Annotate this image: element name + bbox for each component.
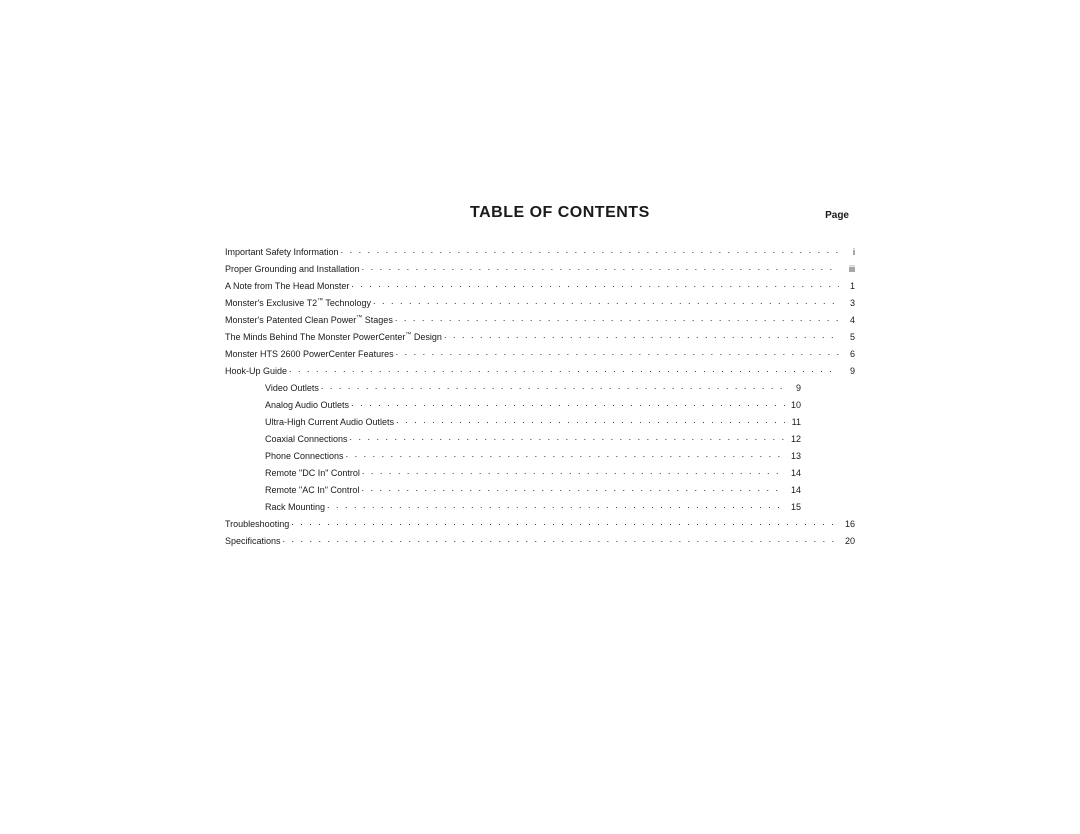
toc-entry-title: Troubleshooting: [225, 520, 291, 529]
toc-entry-title: Phone Connections: [265, 452, 346, 461]
toc-row: Monster HTS 2600 PowerCenter Features 6: [225, 348, 855, 359]
toc-entry-title: Rack Mounting: [265, 503, 327, 512]
toc-leader-dots: [395, 314, 839, 323]
toc-leader-dots: [361, 484, 785, 493]
toc-leader-dots: [289, 365, 839, 374]
toc-list: Important Safety Information i Proper Grou…: [225, 246, 855, 546]
toc-leader-dots: [373, 297, 839, 306]
toc-row: The Minds Behind The Monster PowerCenter…: [225, 331, 855, 342]
toc-entry-title: Video Outlets: [265, 384, 321, 393]
toc-leader-dots: [350, 433, 785, 442]
toc-entry-page: 10: [785, 401, 855, 410]
toc-entry-page: 9: [839, 367, 855, 376]
toc-leader-dots: [346, 450, 785, 459]
toc-leader-dots: [291, 518, 839, 527]
toc-entry-title: Remote "AC In" Control: [265, 486, 361, 495]
toc-row: Important Safety Information i: [225, 246, 855, 257]
toc-entry-title: Specifications: [225, 537, 283, 546]
toc-row: Remote "DC In" Control 14: [225, 467, 855, 478]
toc-entry-page: 1: [839, 282, 855, 291]
toc-leader-dots: [362, 263, 839, 272]
toc-entry-page: 12: [785, 435, 855, 444]
toc-row: Ultra-High Current Audio Outlets 11: [225, 416, 855, 427]
toc-row: A Note from The Head Monster 1: [225, 280, 855, 291]
toc-entry-title: Important Safety Information: [225, 248, 341, 257]
toc-row: Coaxial Connections 12: [225, 433, 855, 444]
toc-leader-dots: [283, 535, 839, 544]
toc-row: Monster's Patented Clean Power™ Stages 4: [225, 314, 855, 325]
toc-row: Specifications 20: [225, 535, 855, 546]
toc-entry-title: Ultra-High Current Audio Outlets: [265, 418, 396, 427]
toc-entry-page: 11: [785, 418, 855, 427]
toc-entry-page: 4: [839, 316, 855, 325]
toc-entry-title: Monster's Exclusive T2™ Technology: [225, 299, 373, 308]
toc-page-label: Page: [825, 210, 855, 221]
toc-row: Remote "AC In" Control 14: [225, 484, 855, 495]
toc-title-heading: TABLE OF CONTENTS: [470, 204, 650, 222]
toc-entry-page: 20: [839, 537, 855, 546]
toc-entry-title: Monster's Patented Clean Power™ Stages: [225, 316, 395, 325]
toc-entry-page: 3: [839, 299, 855, 308]
toc-entry-title: Analog Audio Outlets: [265, 401, 351, 410]
toc-row: Video Outlets 9: [225, 382, 855, 393]
toc-leader-dots: [444, 331, 839, 340]
toc-entry-page: 13: [785, 452, 855, 461]
toc-row: Phone Connections 13: [225, 450, 855, 461]
toc-entry-page: 14: [785, 469, 855, 478]
toc-header-row: TABLE OF CONTENTS Page: [225, 204, 855, 222]
toc-entry-title: A Note from The Head Monster: [225, 282, 351, 291]
toc-entry-title: Proper Grounding and Installation: [225, 265, 362, 274]
document-page: TABLE OF CONTENTS Page Important Safety …: [0, 0, 1080, 834]
toc-entry-page: iii: [839, 265, 855, 274]
toc-row: Rack Mounting 15: [225, 501, 855, 512]
toc-entry-title: Hook-Up Guide: [225, 367, 289, 376]
toc-leader-dots: [341, 246, 839, 255]
toc-row: Analog Audio Outlets 10: [225, 399, 855, 410]
toc-leader-dots: [396, 348, 839, 357]
toc-entry-page: 15: [785, 503, 855, 512]
toc-leader-dots: [396, 416, 785, 425]
toc-entry-page: 6: [839, 350, 855, 359]
toc-entry-title: Coaxial Connections: [265, 435, 350, 444]
toc-leader-dots: [327, 501, 785, 510]
toc-row: Monster's Exclusive T2™ Technology 3: [225, 297, 855, 308]
toc-row: Proper Grounding and Installation iii: [225, 263, 855, 274]
toc-leader-dots: [321, 382, 785, 391]
toc-entry-page: 14: [785, 486, 855, 495]
toc-entry-page: i: [839, 248, 855, 257]
toc-entry-page: 9: [785, 384, 855, 393]
toc-entry-title: Remote "DC In" Control: [265, 469, 362, 478]
toc-leader-dots: [362, 467, 785, 476]
toc-entry-page: 5: [839, 333, 855, 342]
toc-leader-dots: [351, 399, 785, 408]
toc-entry-page: 16: [839, 520, 855, 529]
toc-entry-title: The Minds Behind The Monster PowerCenter…: [225, 333, 444, 342]
toc-row: Troubleshooting 16: [225, 518, 855, 529]
toc-entry-title: Monster HTS 2600 PowerCenter Features: [225, 350, 396, 359]
toc-leader-dots: [351, 280, 839, 289]
toc-row: Hook-Up Guide 9: [225, 365, 855, 376]
